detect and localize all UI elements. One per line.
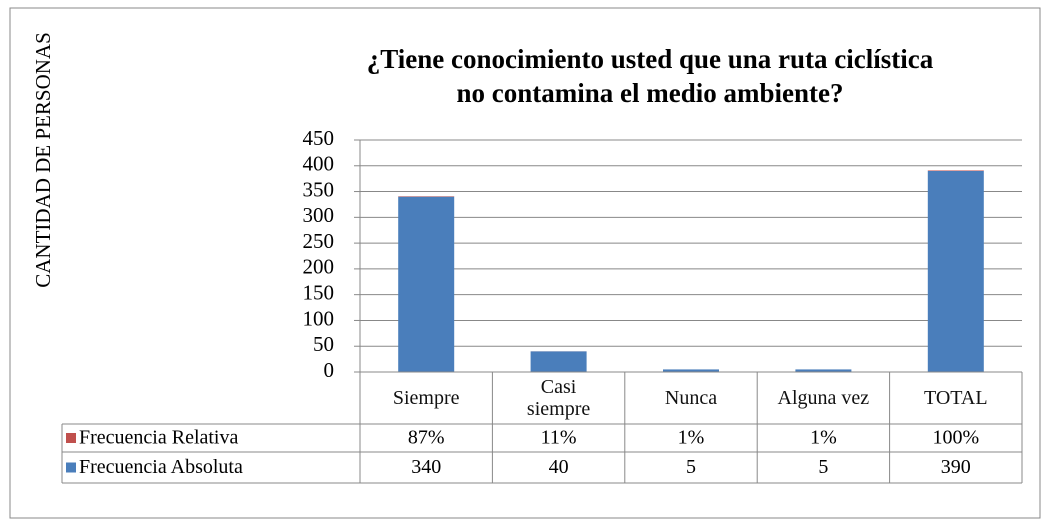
x-tick-label-box: Alguna vez [757, 372, 889, 424]
y-tick-label: 0 [324, 358, 335, 382]
legend-label: Frecuencia Absoluta [79, 456, 243, 478]
table-value: 40 [549, 456, 569, 478]
x-tick-cell: Siempre [360, 372, 492, 424]
y-tick-label: 200 [303, 255, 335, 279]
x-tick-cell: Casi siempre [492, 372, 624, 424]
y-tick-label: 400 [303, 152, 335, 176]
y-tick-label: 150 [303, 280, 335, 304]
bar-segment [530, 351, 587, 372]
y-tick-label: 50 [313, 332, 334, 356]
table-value: 5 [818, 456, 828, 478]
legend-swatch [66, 462, 76, 473]
y-axis-title: CANTIDAD DE PERSONAS [31, 32, 55, 288]
legend-swatch [66, 433, 76, 443]
chart-title: ¿Tiene conocimiento usted que una ruta c… [367, 44, 934, 74]
y-tick-label: 300 [303, 203, 335, 227]
x-tick-label: Nunca [664, 387, 718, 409]
table-value: 100% [932, 427, 979, 449]
table-value: 5 [686, 456, 696, 478]
table-value: 1% [678, 427, 705, 449]
bar-segment [927, 170, 984, 171]
bar-segment [795, 369, 852, 372]
bar-segment [927, 170, 984, 372]
chart-title: no contamina el medio ambiente? [457, 78, 844, 108]
chart-border [9, 7, 1041, 519]
x-tick-label: Alguna vez [777, 387, 870, 409]
y-tick-label: 450 [303, 126, 335, 150]
x-tick-label-box: Siempre [360, 372, 492, 424]
table-value: 1% [810, 427, 837, 449]
x-tick-label-box: Nunca [625, 372, 757, 424]
table-value: 390 [941, 456, 971, 478]
x-tick-label: Siempre [392, 387, 460, 409]
x-tick-cell: Alguna vez [757, 372, 889, 424]
legend-label: Frecuencia Relativa [79, 427, 238, 449]
y-tick-label: 250 [303, 229, 335, 253]
table-value: 87% [408, 427, 445, 449]
table-value: 340 [411, 456, 441, 478]
y-tick-label: 350 [303, 177, 335, 201]
bar-segment [663, 369, 719, 372]
bar-segment [398, 196, 455, 372]
x-tick-label: Casi siempre [526, 376, 591, 420]
x-tick-cell: Nunca [625, 372, 757, 424]
x-tick-label: TOTAL [923, 387, 988, 409]
x-tick-label-box: TOTAL [890, 372, 1022, 424]
y-tick-label: 100 [303, 306, 335, 330]
x-tick-label-box: Casi siempre [492, 372, 624, 424]
x-tick-cell: TOTAL [890, 372, 1022, 424]
table-value: 11% [541, 427, 577, 449]
